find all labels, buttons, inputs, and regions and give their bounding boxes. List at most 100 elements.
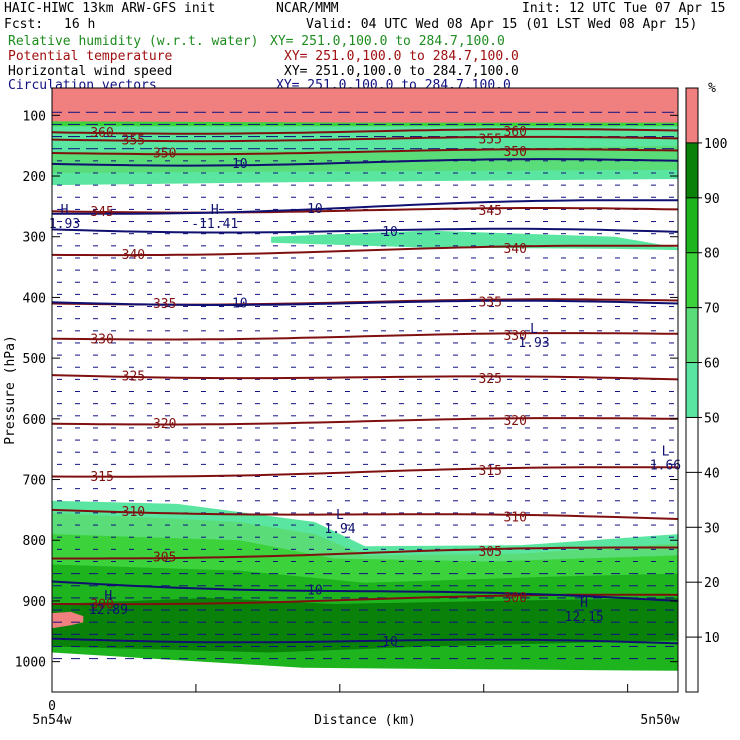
theta-contour-label: 345 xyxy=(478,204,501,219)
plot-frame xyxy=(51,87,679,693)
forecast-hour: 16 h xyxy=(64,17,96,32)
theta-contour-label: 360 xyxy=(503,125,526,140)
theta-contour-label: 345 xyxy=(90,205,113,220)
colorbar-tick-label: 80 xyxy=(704,247,720,262)
x-axis-title: Distance (km) xyxy=(314,713,416,728)
theta-contour-label: 350 xyxy=(153,147,176,162)
theta-contour-line xyxy=(52,374,678,381)
colorbar-unit: % xyxy=(708,81,716,96)
y-tick-label: 200 xyxy=(23,170,46,185)
wind-contour-line xyxy=(52,158,678,167)
x-start-label: 0 xyxy=(48,699,56,714)
wind-contour-label: 10 xyxy=(382,225,398,240)
field-wind-xy: XY= 251.0,100.0 to 284.7,100.0 xyxy=(284,64,519,79)
wind-contour-label: 10 xyxy=(382,635,398,650)
extremum-marker: L xyxy=(662,444,670,459)
y-tick-label: 600 xyxy=(23,413,46,428)
wind-contour-label: 10 xyxy=(232,157,248,172)
theta-contour-line xyxy=(52,207,678,214)
extremum-value: 12.89 xyxy=(89,603,128,618)
colorbar-tick-label: 20 xyxy=(704,576,720,591)
valid-time: Valid: 04 UTC Wed 08 Apr 15 (01 LST Wed … xyxy=(306,17,698,32)
colorbar-tick-label: 100 xyxy=(704,137,727,152)
colorbar-band xyxy=(686,362,698,418)
colorbar-band xyxy=(686,417,698,692)
extremum-marker: H xyxy=(61,203,69,218)
x-left-label: 5n54w xyxy=(32,713,71,728)
theta-contour-line xyxy=(52,466,678,478)
theta-contour-label: 335 xyxy=(153,297,176,312)
theta-contour-label: 305 xyxy=(478,545,501,560)
theta-contour-label: 335 xyxy=(478,295,501,310)
forecast-label: Fcst: xyxy=(4,17,44,32)
field-rh-xy: XY= 251.0,100.0 to 284.7,100.0 xyxy=(270,34,505,49)
extremum-value: 1.93 xyxy=(49,217,80,232)
wind-contour-line xyxy=(52,199,678,215)
colorbar-tick-label: 10 xyxy=(704,631,720,646)
theta-contour-label: 325 xyxy=(478,372,501,387)
theta-contour-label: 310 xyxy=(503,511,526,526)
theta-contour-label: 320 xyxy=(503,414,526,429)
wind-contour-label: 10 xyxy=(307,202,323,217)
theta-contour-label: 305 xyxy=(153,550,176,565)
extremum-value: 12.15 xyxy=(565,610,604,625)
theta-contour-line xyxy=(52,546,678,560)
colorbar-band xyxy=(686,252,698,308)
theta-contour-line xyxy=(52,244,678,257)
theta-contour-line xyxy=(52,135,678,143)
colorbar-tick-label: 70 xyxy=(704,302,720,317)
colorbar-frame xyxy=(685,87,699,693)
theta-contour-line xyxy=(52,128,678,135)
theta-contour-label: 315 xyxy=(90,470,113,485)
theta-contour-label: 340 xyxy=(503,242,526,257)
theta-contour-label: 310 xyxy=(122,505,145,520)
wind-contour-label: 10 xyxy=(307,584,323,599)
theta-contour-label: 300 xyxy=(503,591,526,606)
wind-contour-line xyxy=(52,580,678,602)
rh-fill-top-105 xyxy=(52,88,678,104)
colorbar-band xyxy=(686,88,698,143)
model-title: HAIC-HIWC 13km ARW-GFS init xyxy=(4,1,216,16)
colorbar-tick-label: 30 xyxy=(704,521,720,536)
extremum-marker: L xyxy=(336,508,344,523)
theta-contour-label: 300 xyxy=(90,597,113,612)
y-axis-title: Pressure (hPa) xyxy=(3,335,18,445)
wind-contour-line xyxy=(52,227,678,234)
extremum-marker: H xyxy=(211,203,219,218)
org-label: NCAR/MMM xyxy=(276,1,339,16)
y-tick-label: 800 xyxy=(23,534,46,549)
theta-contour-label: 340 xyxy=(122,248,145,263)
theta-contour-label: 355 xyxy=(478,133,501,148)
field-rh-name: Relative humidity (w.r.t. water) xyxy=(8,34,259,49)
wind-contour-line xyxy=(52,299,678,306)
y-tick-label: 700 xyxy=(23,474,46,489)
extremum-value: 1.93 xyxy=(518,336,549,351)
extremum-marker: H xyxy=(104,589,112,604)
extremum-marker: L xyxy=(530,322,538,337)
theta-contour-label: 325 xyxy=(122,370,145,385)
theta-contour-line xyxy=(52,148,678,156)
theta-contour-label: 360 xyxy=(90,126,113,141)
rh-fill-low-105 xyxy=(52,611,84,629)
theta-contour-label: 330 xyxy=(503,329,526,344)
field-theta-xy: XY= 251.0,100.0 to 284.7,100.0 xyxy=(284,49,519,64)
y-tick-label: 500 xyxy=(23,352,46,367)
extremum-marker: H xyxy=(580,596,588,611)
wind-contour-label: 10 xyxy=(232,297,248,312)
colorbar-band xyxy=(686,197,698,253)
field-theta-name: Potential temperature xyxy=(8,49,173,64)
theta-contour-label: 315 xyxy=(478,464,501,479)
colorbar-tick-label: 40 xyxy=(704,466,720,481)
theta-contour-label: 320 xyxy=(153,417,176,432)
x-right-label: 5n50w xyxy=(640,713,679,728)
extremum-value: -11.41 xyxy=(191,217,238,232)
wind-contour-line xyxy=(52,637,678,645)
y-tick-label: 400 xyxy=(23,291,46,306)
y-tick-label: 900 xyxy=(23,595,46,610)
colorbar-tick-label: 90 xyxy=(704,192,720,207)
colorbar-band xyxy=(686,307,698,363)
y-tick-label: 100 xyxy=(23,109,46,124)
init-time: Init: 12 UTC Tue 07 Apr 15 xyxy=(522,1,726,16)
theta-contour-line xyxy=(52,332,678,341)
